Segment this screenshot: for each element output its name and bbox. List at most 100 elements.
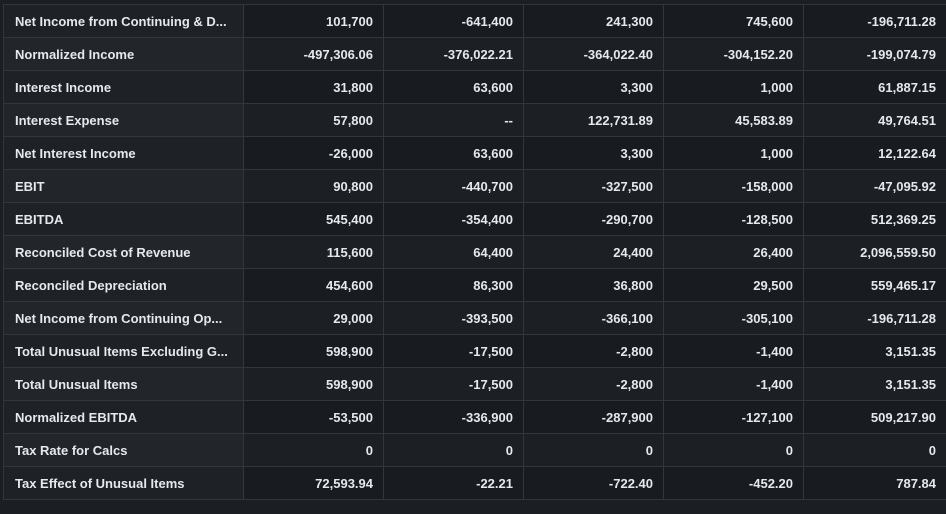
row-label: Reconciled Depreciation bbox=[3, 268, 244, 302]
row-value: 36,800 bbox=[523, 268, 664, 302]
row-value: 64,400 bbox=[383, 235, 524, 269]
table-row: Interest Expense 57,800 -- 122,731.89 45… bbox=[3, 103, 946, 137]
table-row: Tax Effect of Unusual Items 72,593.94 -2… bbox=[3, 466, 946, 500]
row-value: -440,700 bbox=[383, 169, 524, 203]
row-value: -366,100 bbox=[523, 301, 664, 335]
row-label: Interest Income bbox=[3, 70, 244, 104]
table-row: Total Unusual Items 598,900 -17,500 -2,8… bbox=[3, 367, 946, 401]
row-value: -304,152.20 bbox=[663, 37, 804, 71]
row-label: Interest Expense bbox=[3, 103, 244, 137]
row-value: -158,000 bbox=[663, 169, 804, 203]
row-value: -287,900 bbox=[523, 400, 664, 434]
row-value: -290,700 bbox=[523, 202, 664, 236]
row-value: -376,022.21 bbox=[383, 37, 524, 71]
row-label: Normalized EBITDA bbox=[3, 400, 244, 434]
financials-table: Net Income from Continuing & D... 101,70… bbox=[3, 4, 946, 500]
financials-table-body: Net Income from Continuing & D... 101,70… bbox=[3, 4, 946, 500]
row-value: -17,500 bbox=[383, 334, 524, 368]
row-label: Net Income from Continuing & D... bbox=[3, 4, 244, 38]
row-value: 61,887.15 bbox=[803, 70, 946, 104]
row-value: -1,400 bbox=[663, 334, 804, 368]
row-value: -354,400 bbox=[383, 202, 524, 236]
row-value: 598,900 bbox=[243, 334, 384, 368]
row-value: -305,100 bbox=[663, 301, 804, 335]
row-value: -2,800 bbox=[523, 367, 664, 401]
row-value: -641,400 bbox=[383, 4, 524, 38]
row-value: 12,122.64 bbox=[803, 136, 946, 170]
row-value: 0 bbox=[663, 433, 804, 467]
row-value: -336,900 bbox=[383, 400, 524, 434]
row-label: Reconciled Cost of Revenue bbox=[3, 235, 244, 269]
table-row: Total Unusual Items Excluding G... 598,9… bbox=[3, 334, 946, 368]
row-value: 45,583.89 bbox=[663, 103, 804, 137]
table-row: EBIT 90,800 -440,700 -327,500 -158,000 -… bbox=[3, 169, 946, 203]
table-row: EBITDA 545,400 -354,400 -290,700 -128,50… bbox=[3, 202, 946, 236]
row-value: -2,800 bbox=[523, 334, 664, 368]
row-label: Normalized Income bbox=[3, 37, 244, 71]
row-label: Tax Rate for Calcs bbox=[3, 433, 244, 467]
row-value: -722.40 bbox=[523, 466, 664, 500]
table-row: Normalized Income -497,306.06 -376,022.2… bbox=[3, 37, 946, 71]
row-value: 787.84 bbox=[803, 466, 946, 500]
row-value: 0 bbox=[803, 433, 946, 467]
row-value: 86,300 bbox=[383, 268, 524, 302]
row-value: 545,400 bbox=[243, 202, 384, 236]
row-value: -- bbox=[383, 103, 524, 137]
row-value: 745,600 bbox=[663, 4, 804, 38]
row-label: EBITDA bbox=[3, 202, 244, 236]
row-value: -199,074.79 bbox=[803, 37, 946, 71]
table-row: Normalized EBITDA -53,500 -336,900 -287,… bbox=[3, 400, 946, 434]
row-value: 512,369.25 bbox=[803, 202, 946, 236]
row-value: 115,600 bbox=[243, 235, 384, 269]
row-label: Tax Effect of Unusual Items bbox=[3, 466, 244, 500]
row-value: -1,400 bbox=[663, 367, 804, 401]
row-value: 509,217.90 bbox=[803, 400, 946, 434]
row-value: -22.21 bbox=[383, 466, 524, 500]
row-value: -127,100 bbox=[663, 400, 804, 434]
row-label: Total Unusual Items Excluding G... bbox=[3, 334, 244, 368]
row-label: Net Income from Continuing Op... bbox=[3, 301, 244, 335]
row-value: 101,700 bbox=[243, 4, 384, 38]
row-value: 72,593.94 bbox=[243, 466, 384, 500]
row-value: 57,800 bbox=[243, 103, 384, 137]
row-value: 3,151.35 bbox=[803, 367, 946, 401]
table-row: Interest Income 31,800 63,600 3,300 1,00… bbox=[3, 70, 946, 104]
row-value: 241,300 bbox=[523, 4, 664, 38]
row-value: 0 bbox=[243, 433, 384, 467]
row-value: -196,711.28 bbox=[803, 4, 946, 38]
row-value: 3,300 bbox=[523, 136, 664, 170]
row-value: 3,151.35 bbox=[803, 334, 946, 368]
row-label: Net Interest Income bbox=[3, 136, 244, 170]
table-row: Reconciled Depreciation 454,600 86,300 3… bbox=[3, 268, 946, 302]
row-value: 0 bbox=[383, 433, 524, 467]
row-value: -393,500 bbox=[383, 301, 524, 335]
row-value: 3,300 bbox=[523, 70, 664, 104]
table-row: Net Interest Income -26,000 63,600 3,300… bbox=[3, 136, 946, 170]
row-value: -452.20 bbox=[663, 466, 804, 500]
row-value: 598,900 bbox=[243, 367, 384, 401]
row-value: 122,731.89 bbox=[523, 103, 664, 137]
row-value: 2,096,559.50 bbox=[803, 235, 946, 269]
row-value: -497,306.06 bbox=[243, 37, 384, 71]
row-value: 1,000 bbox=[663, 136, 804, 170]
row-value: -53,500 bbox=[243, 400, 384, 434]
row-value: -364,022.40 bbox=[523, 37, 664, 71]
row-value: 31,800 bbox=[243, 70, 384, 104]
row-value: 454,600 bbox=[243, 268, 384, 302]
row-value: -26,000 bbox=[243, 136, 384, 170]
row-value: 63,600 bbox=[383, 70, 524, 104]
row-value: 49,764.51 bbox=[803, 103, 946, 137]
row-value: -47,095.92 bbox=[803, 169, 946, 203]
row-value: 24,400 bbox=[523, 235, 664, 269]
row-value: -196,711.28 bbox=[803, 301, 946, 335]
row-value: 90,800 bbox=[243, 169, 384, 203]
row-value: 63,600 bbox=[383, 136, 524, 170]
row-value: -128,500 bbox=[663, 202, 804, 236]
row-value: 0 bbox=[523, 433, 664, 467]
row-value: -17,500 bbox=[383, 367, 524, 401]
row-label: EBIT bbox=[3, 169, 244, 203]
row-value: 1,000 bbox=[663, 70, 804, 104]
table-row: Tax Rate for Calcs 0 0 0 0 0 bbox=[3, 433, 946, 467]
row-value: 29,000 bbox=[243, 301, 384, 335]
